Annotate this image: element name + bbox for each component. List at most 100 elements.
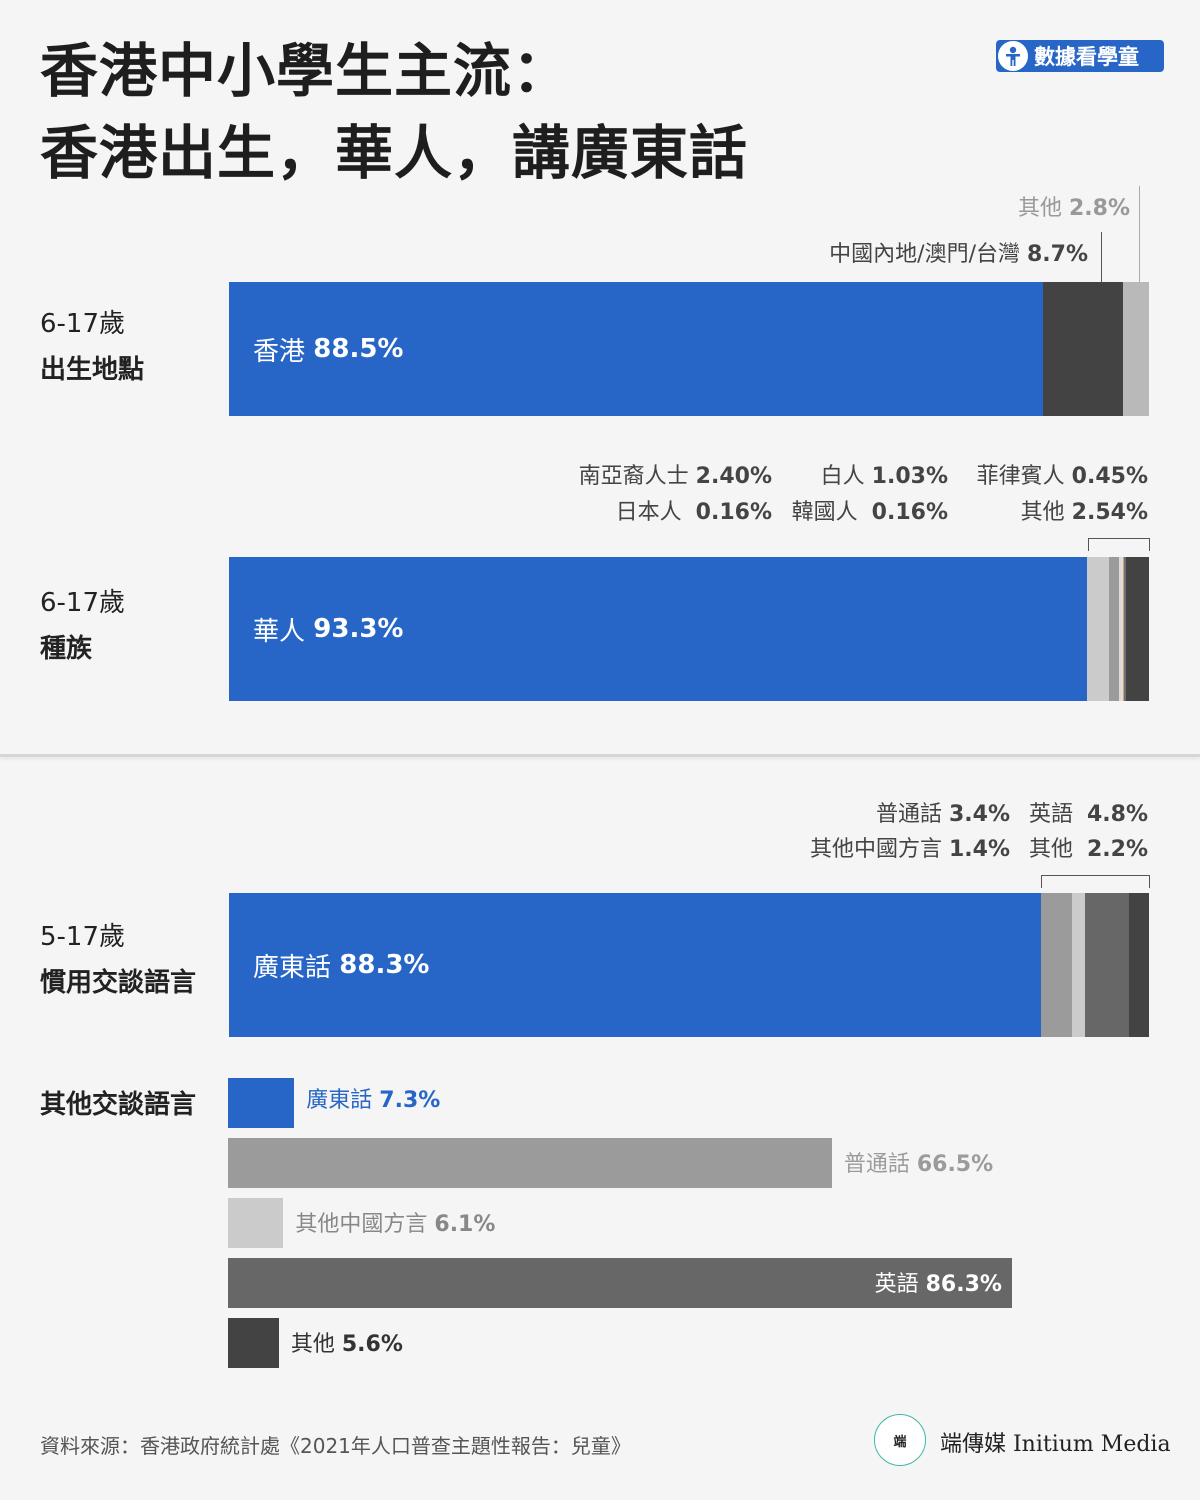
bar-segment-white: [1109, 557, 1119, 701]
ann-name: 普通話: [875, 802, 942, 827]
ann-name: 韓國人: [791, 500, 858, 525]
bar-segment-language-other: [1128, 893, 1149, 1037]
stacked-bar-main-language: 廣東話 88.3%: [229, 893, 1149, 1037]
ann-value: 2.2%: [1086, 837, 1148, 862]
ann-name: 南亞裔人士: [578, 464, 689, 489]
stacked-bar-birthplace: 香港 88.5%: [229, 282, 1149, 416]
badge-label: 數據看學童: [1034, 45, 1139, 69]
bar-label-chinese: 華人 93.3%: [253, 557, 403, 701]
bar-segment-hongkong: [229, 282, 1044, 416]
segment-value: 88.3%: [339, 950, 430, 980]
hbar-name: 其他: [290, 1332, 335, 1357]
bar-segment-english: [1084, 893, 1129, 1037]
leader-line-other: [1139, 186, 1140, 282]
bar-segment-mainland: [1043, 282, 1124, 416]
row-label-main-language: 5-17歲 慣用交談語言: [40, 914, 196, 1006]
page-title: 香港中小學生主流： 香港出生，華人，講廣東話: [40, 30, 748, 194]
source-note: 資料來源：香港政府統計處《2021年人口普查主題性報告：兒童》: [40, 1434, 631, 1458]
bar-segment-other-dialects: [1071, 893, 1085, 1037]
annotation-birthplace-mainland: 中國內地/澳門/台灣 8.7%: [829, 236, 1088, 268]
bar-segment-south-asian: [1087, 557, 1110, 701]
annotation-korean: 韓國人 0.16%: [792, 494, 948, 526]
ann-value: 2.8%: [1068, 196, 1130, 221]
hbar-value: 7.3%: [379, 1088, 441, 1113]
segment-name: 香港: [253, 336, 306, 367]
ann-value: 1.4%: [948, 837, 1010, 862]
bar-label-cantonese: 廣東話 88.3%: [253, 893, 429, 1037]
ann-name: 其他: [1017, 196, 1062, 221]
ann-value: 0.45%: [1071, 464, 1148, 489]
hbar-value: 86.3%: [925, 1272, 1002, 1297]
annotation-south-asian: 南亞裔人士 2.40%: [579, 458, 772, 490]
hbar-name: 其他中國方言: [295, 1212, 428, 1237]
row-label-birthplace: 6-17歲 出生地點: [40, 301, 144, 393]
title-line-1: 香港中小學生主流：: [40, 37, 572, 105]
annotation-filipino: 菲律賓人 0.45%: [977, 458, 1148, 490]
stacked-bar-ethnicity: 華人 93.3%: [229, 557, 1149, 701]
ann-value: 2.54%: [1071, 500, 1148, 525]
hbar-label-other: 其他 5.6%: [291, 1320, 403, 1370]
ann-value: 0.16%: [695, 500, 772, 525]
bar-segment-korean: [1124, 557, 1126, 701]
hbar-putonghua: [228, 1138, 832, 1188]
bar-segment-filipino: [1118, 557, 1123, 701]
ann-name: 其他: [1028, 837, 1073, 862]
annotation-japanese: 日本人 0.16%: [616, 494, 772, 526]
hbar-label-cantonese: 廣東話 7.3%: [306, 1076, 440, 1126]
row-category: 出生地點: [40, 355, 145, 385]
ann-name: 白人: [820, 464, 865, 489]
ann-value: 3.4%: [948, 802, 1010, 827]
ann-value: 8.7%: [1026, 242, 1088, 267]
ann-name: 日本人: [615, 500, 682, 525]
bar-segment-other: [1123, 282, 1149, 416]
annotation-english: 英語 4.8%: [1029, 796, 1148, 828]
row-category: 其他交談語言: [40, 1090, 197, 1120]
ann-name: 其他: [1020, 500, 1065, 525]
bracket-ethnicity-minorities: [1088, 538, 1150, 551]
row-category: 慣用交談語言: [40, 968, 197, 998]
row-label-other-languages: 其他交談語言: [40, 1082, 196, 1128]
hbar-cantonese: [228, 1078, 295, 1128]
ann-value: 4.8%: [1086, 802, 1148, 827]
bar-label-hongkong: 香港 88.5%: [253, 282, 403, 416]
hbar-label-english: 英語 86.3%: [875, 1260, 1002, 1310]
hbar-name: 英語: [874, 1272, 919, 1297]
section-divider: [0, 754, 1200, 757]
ann-name: 其他中國方言: [809, 837, 942, 862]
hbar-label-other-dialects: 其他中國方言 6.1%: [295, 1200, 495, 1250]
ann-value: 2.40%: [695, 464, 772, 489]
person-icon: [998, 41, 1028, 71]
annotation-putonghua: 普通話 3.4%: [876, 796, 1010, 828]
hbar-name: 廣東話: [306, 1088, 373, 1113]
segment-value: 93.3%: [313, 614, 404, 644]
ann-name: 中國內地/澳門/台灣: [829, 242, 1020, 267]
bar-segment-japanese: [1122, 557, 1125, 701]
annotation-white: 白人 1.03%: [821, 458, 948, 490]
ann-value: 0.16%: [871, 500, 948, 525]
hbar-label-putonghua: 普通話 66.5%: [844, 1140, 993, 1190]
row-age: 5-17歲: [40, 922, 126, 952]
bar-segment-putonghua: [1040, 893, 1072, 1037]
ann-name: 英語: [1028, 802, 1073, 827]
logo-name: 端傳媒 Initium Media: [940, 1432, 1171, 1457]
title-line-2: 香港出生，華人，講廣東話: [40, 119, 749, 187]
bar-segment-cantonese: [229, 893, 1041, 1037]
logo-mark-icon: 端: [874, 1414, 926, 1466]
hbar-other: [228, 1318, 279, 1368]
bracket-language-minorities: [1041, 875, 1150, 888]
annotation-ethnicity-other: 其他 2.54%: [1021, 494, 1148, 526]
hbar-other-dialects: [228, 1198, 284, 1248]
segment-name: 廣東話: [253, 952, 332, 983]
row-age: 6-17歲: [40, 309, 126, 339]
leader-line-mainland: [1101, 232, 1102, 282]
hbar-value: 5.6%: [341, 1332, 403, 1357]
segment-value: 88.5%: [313, 334, 404, 364]
series-badge: 數據看學童: [996, 40, 1164, 72]
ann-value: 1.03%: [871, 464, 948, 489]
row-category: 種族: [40, 634, 93, 664]
hbar-value: 6.1%: [434, 1212, 496, 1237]
hbar-english: [228, 1258, 1012, 1308]
hbar-value: 66.5%: [916, 1152, 994, 1177]
bar-segment-chinese: [229, 557, 1088, 701]
annotation-birthplace-other: 其他 2.8%: [1018, 190, 1130, 222]
